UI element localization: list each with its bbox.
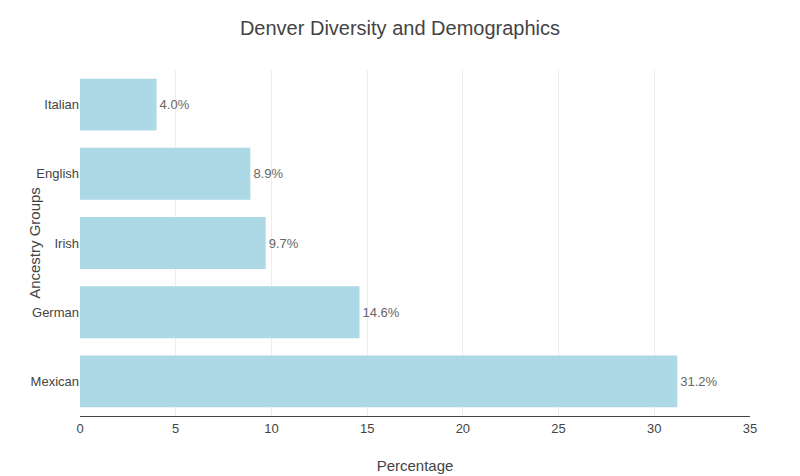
- svg-text:Percentage: Percentage: [377, 457, 454, 474]
- svg-text:0: 0: [76, 421, 83, 436]
- svg-text:25: 25: [551, 421, 565, 436]
- svg-text:10: 10: [264, 421, 278, 436]
- svg-text:31.2%: 31.2%: [680, 374, 717, 389]
- svg-text:8.9%: 8.9%: [253, 166, 283, 181]
- svg-text:5: 5: [172, 421, 179, 436]
- svg-text:14.6%: 14.6%: [362, 305, 399, 320]
- svg-text:German: German: [32, 305, 79, 320]
- svg-text:9.7%: 9.7%: [269, 236, 299, 251]
- svg-text:20: 20: [456, 421, 470, 436]
- svg-text:Denver Diversity and Demograph: Denver Diversity and Demographics: [240, 17, 560, 39]
- svg-text:15: 15: [360, 421, 374, 436]
- svg-text:4.0%: 4.0%: [160, 97, 190, 112]
- svg-text:30: 30: [647, 421, 661, 436]
- svg-text:Irish: Irish: [54, 236, 79, 251]
- svg-text:English: English: [36, 166, 79, 181]
- svg-text:Mexican: Mexican: [31, 374, 79, 389]
- svg-text:35: 35: [743, 421, 757, 436]
- svg-text:Italian: Italian: [44, 97, 79, 112]
- svg-text:Ancestry Groups: Ancestry Groups: [26, 187, 43, 299]
